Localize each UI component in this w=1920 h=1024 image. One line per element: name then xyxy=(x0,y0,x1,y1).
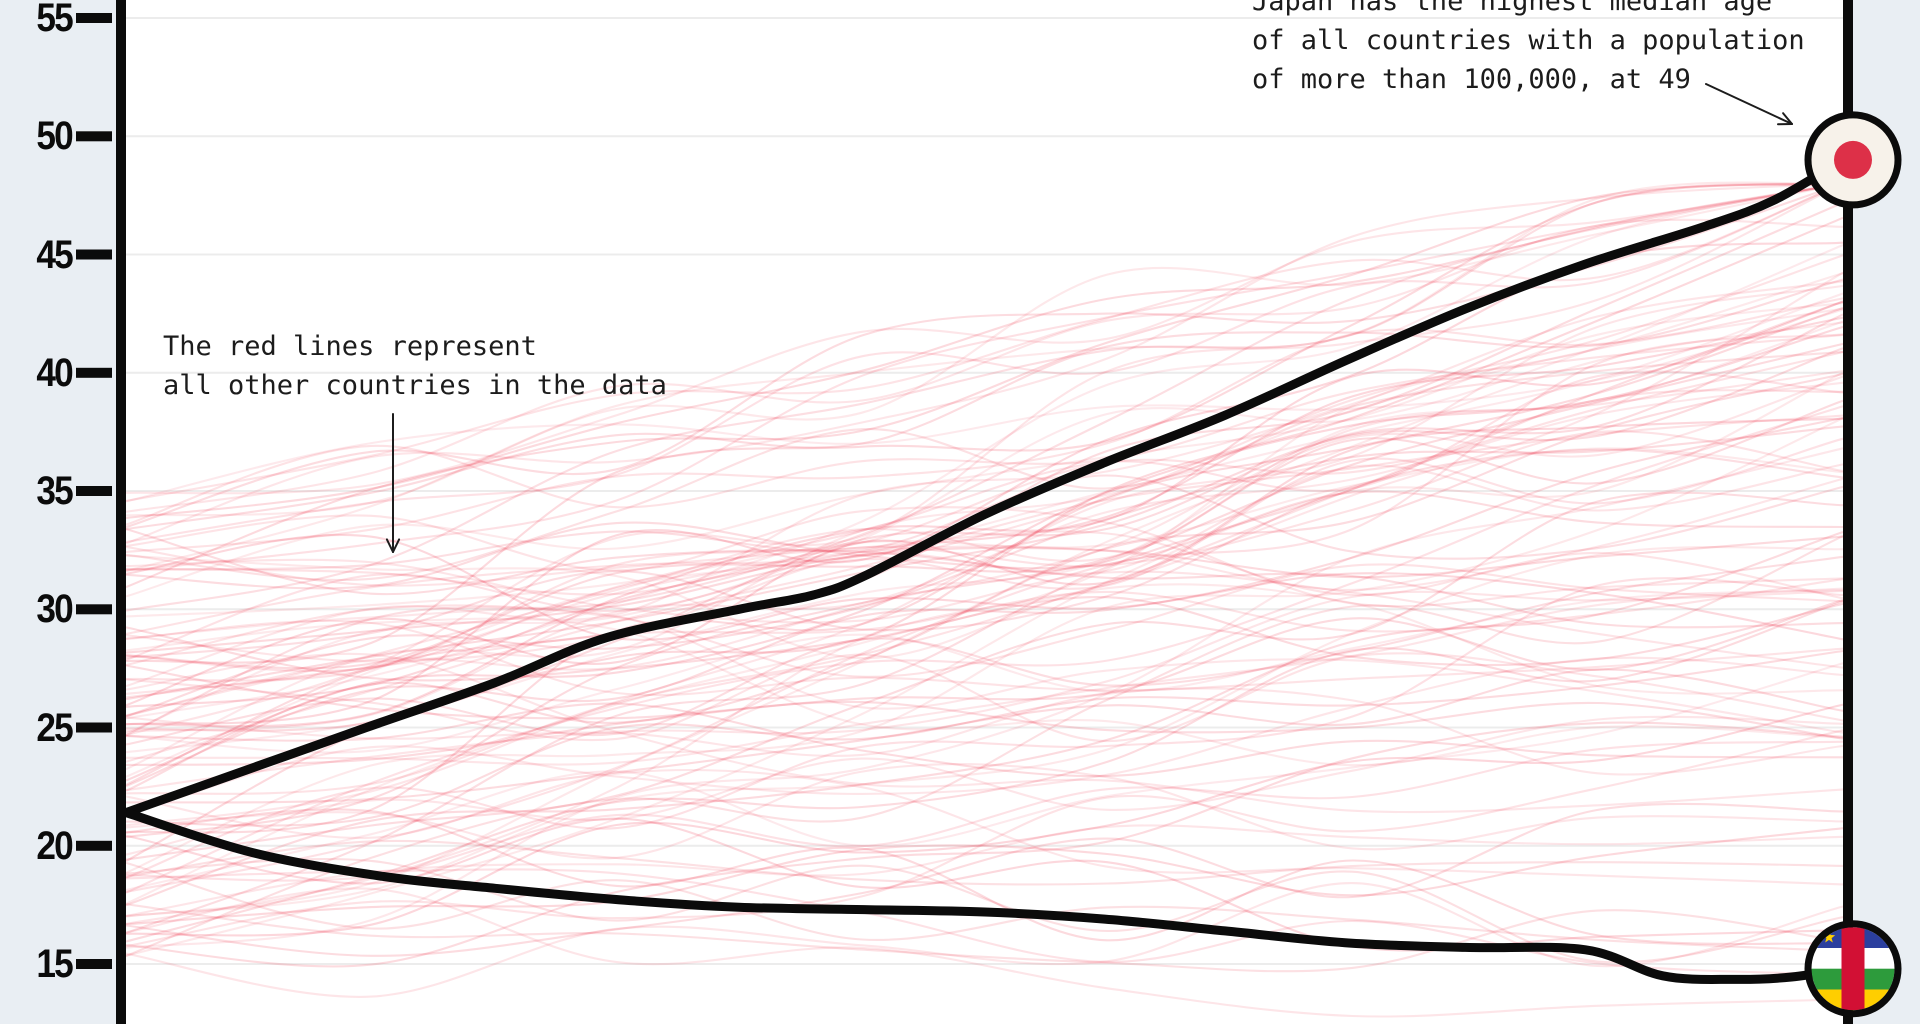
car-flag-star xyxy=(1822,930,1836,943)
japan-flag-marker xyxy=(1804,111,1902,209)
right-edge-line xyxy=(1843,0,1853,1024)
annotation-arrow-other-countries xyxy=(385,413,401,553)
y-tick-label-30: 30 xyxy=(36,587,73,631)
series-line-japan xyxy=(124,156,1846,817)
y-tick-label-35: 35 xyxy=(36,469,73,513)
y-axis-line xyxy=(116,0,126,1024)
y-tick-label-15: 15 xyxy=(36,942,73,986)
y-tick-label-45: 45 xyxy=(36,233,73,277)
annotation-other-countries-note: The red lines represent all other countr… xyxy=(163,327,667,405)
annotation-japan-note: Japan has the highest median age of all … xyxy=(1252,0,1805,99)
y-tick-label-20: 20 xyxy=(36,824,73,868)
y-tick-label-25: 25 xyxy=(36,706,73,750)
other-countries-lines xyxy=(125,181,1844,1018)
japan-flag-sun xyxy=(1834,140,1872,179)
series-line-central-african-republic xyxy=(124,808,1844,984)
annotation-text-line: The red lines represent xyxy=(163,331,537,362)
annotation-text-line: all other countries in the data xyxy=(163,370,667,401)
annotation-arrow-japan xyxy=(1705,83,1793,126)
car-flag-marker xyxy=(1804,920,1902,1018)
annotation-text-line: of all countries with a population xyxy=(1252,25,1805,56)
gridlines xyxy=(126,17,1843,965)
y-tick-label-40: 40 xyxy=(36,351,73,395)
y-axis-ticks xyxy=(76,13,112,969)
y-tick-label-55: 55 xyxy=(36,0,73,40)
annotation-text-line: Japan has the highest median age xyxy=(1252,0,1773,17)
y-tick-label-50: 50 xyxy=(36,114,73,158)
annotation-text-line: of more than 100,000, at 49 xyxy=(1252,64,1691,95)
